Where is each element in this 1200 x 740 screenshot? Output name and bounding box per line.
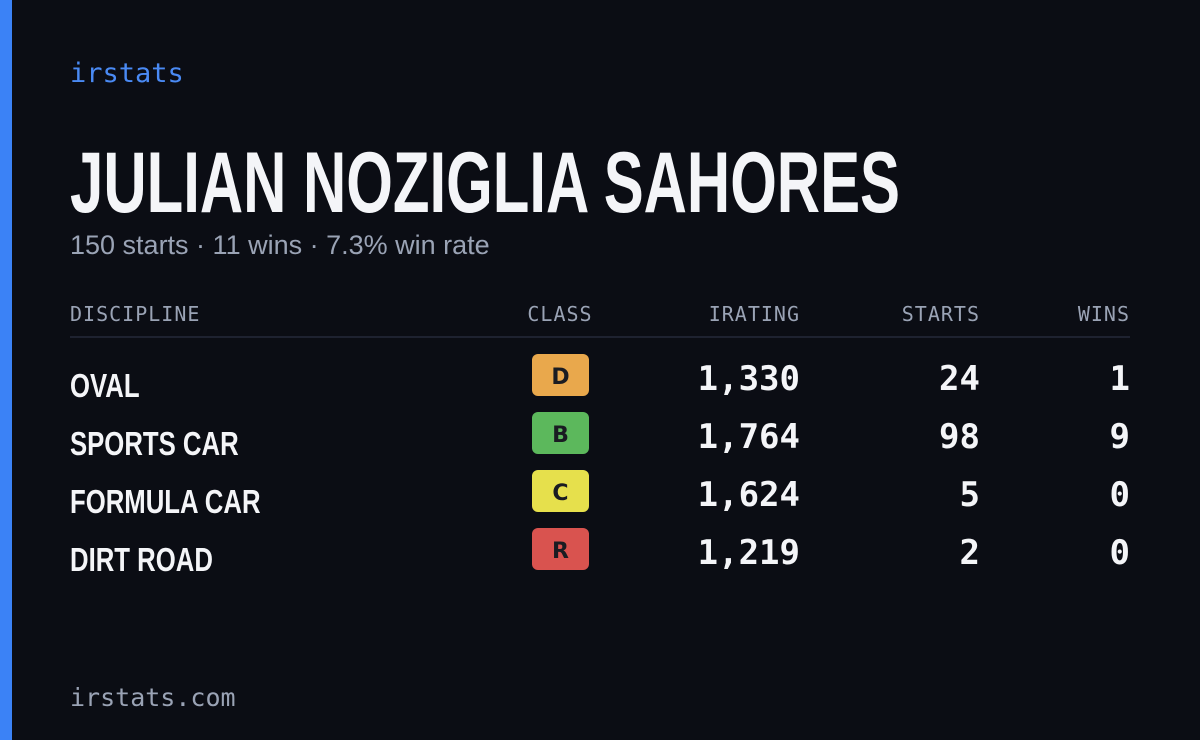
class-badge bbox=[532, 354, 589, 396]
brand: irstats bbox=[70, 58, 184, 89]
class-badge bbox=[532, 528, 589, 570]
class-letter: C bbox=[552, 481, 568, 506]
discipline: OVAL bbox=[70, 368, 140, 405]
discipline: SPORTS CAR bbox=[70, 426, 239, 463]
class-letter: D bbox=[551, 365, 569, 390]
starts: 2 bbox=[960, 533, 980, 573]
starts: 5 bbox=[960, 475, 980, 515]
player-name: JULIAN NOZIGLIA SAHORES bbox=[70, 135, 900, 231]
column-header: WINS bbox=[1078, 302, 1130, 326]
irating: 1,764 bbox=[698, 417, 800, 457]
stats-table: DISCIPLINE CLASS IRATING STARTS WINS OVAL D 1,3… bbox=[70, 302, 1130, 579]
irating: 1,219 bbox=[698, 533, 800, 573]
wins: 0 bbox=[1110, 533, 1130, 573]
starts: 24 bbox=[939, 359, 980, 399]
column-header: DISCIPLINE bbox=[70, 302, 200, 326]
class-badge bbox=[532, 470, 589, 512]
wins: 0 bbox=[1110, 475, 1130, 515]
discipline: FORMULA CAR bbox=[70, 484, 261, 521]
discipline: DIRT ROAD bbox=[70, 542, 213, 579]
footer-site: irstats.com bbox=[70, 683, 236, 712]
summary: 150 starts · 11 wins · 7.3% win rate bbox=[70, 230, 490, 260]
class-badge bbox=[532, 412, 589, 454]
class-letter: B bbox=[552, 423, 569, 448]
irating: 1,624 bbox=[698, 475, 800, 515]
column-header: STARTS bbox=[902, 302, 980, 326]
irating: 1,330 bbox=[698, 359, 800, 399]
wins: 9 bbox=[1110, 417, 1130, 457]
accent-bar bbox=[0, 0, 12, 740]
class-letter: R bbox=[552, 539, 569, 564]
wins: 1 bbox=[1110, 359, 1130, 399]
column-header: IRATING bbox=[709, 302, 800, 326]
starts: 98 bbox=[939, 417, 980, 457]
column-header: CLASS bbox=[527, 302, 592, 326]
